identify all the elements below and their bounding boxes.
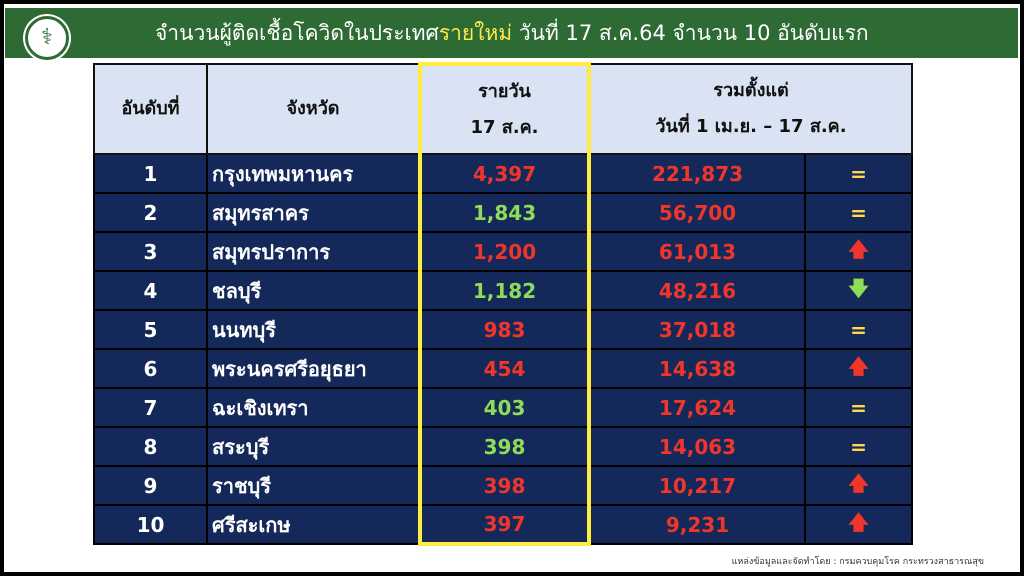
arrow-up-icon: 🡅 [848, 470, 869, 495]
equal-icon: = [850, 317, 867, 342]
rank-cell: 5 [93, 309, 208, 350]
daily-cell: 1,843 [418, 192, 591, 233]
province-cell: สมุทรปราการ [206, 231, 421, 272]
cumulative-cell: 61,013 [588, 231, 806, 272]
daily-cell: 983 [418, 309, 591, 350]
header-cum-label: รวมตั้งแต่ [713, 80, 789, 101]
province-cell: นนทบุรี [206, 309, 421, 350]
arrow-up-icon: 🡅 [848, 353, 869, 378]
equal-icon: = [850, 161, 867, 186]
table-row: 10 ศรีสะเกษ 397 9,231 🡅 [93, 504, 913, 546]
header-rank: อันดับที่ [93, 63, 208, 155]
table-row: 2 สมุทรสาคร 1,843 56,700 = [93, 192, 913, 233]
header-cumulative: รวมตั้งแต่วันที่ 1 เม.ย. – 17 ส.ค. [588, 63, 913, 155]
province-cell: ราชบุรี [206, 465, 421, 506]
cumulative-cell: 37,018 [588, 309, 806, 350]
source-note: แหล่งข้อมูลและจัดทำโดย : กรมควบคุมโรค กร… [731, 557, 984, 567]
trend-cell: 🡅 [804, 348, 913, 389]
table-row: 5 นนทบุรี 983 37,018 = [93, 309, 913, 350]
cumulative-cell: 14,638 [588, 348, 806, 389]
cumulative-cell: 10,217 [588, 465, 806, 506]
trend-cell: = [804, 387, 913, 428]
header-daily: รายวัน 17 ส.ค. [418, 62, 591, 155]
cumulative-cell: 9,231 [588, 504, 806, 545]
province-cell: ศรีสะเกษ [206, 504, 421, 545]
daily-cell: 398 [418, 426, 591, 467]
rank-cell: 7 [93, 387, 208, 428]
arrow-down-icon: 🡇 [848, 275, 869, 300]
table-row: 9 ราชบุรี 398 10,217 🡅 [93, 465, 913, 506]
province-cell: ชลบุรี [206, 270, 421, 311]
daily-cell: 398 [418, 465, 591, 506]
trend-cell: = [804, 192, 913, 233]
rank-cell: 10 [93, 504, 208, 545]
table-row: 6 พระนครศรีอยุธยา 454 14,638 🡅 [93, 348, 913, 389]
cumulative-cell: 17,624 [588, 387, 806, 428]
cumulative-cell: 48,216 [588, 270, 806, 311]
rank-cell: 8 [93, 426, 208, 467]
rank-cell: 6 [93, 348, 208, 389]
header-daily-date: 17 ส.ค. [470, 116, 539, 138]
table-row: 1 กรุงเทพมหานคร 4,397 221,873 = [93, 153, 913, 194]
province-cell: พระนครศรีอยุธยา [206, 348, 421, 389]
rank-cell: 9 [93, 465, 208, 506]
header-cum-range: วันที่ 1 เม.ย. – 17 ส.ค. [655, 116, 847, 137]
arrow-up-icon: 🡅 [848, 509, 869, 534]
ranking-table: อันดับที่ จังหวัด รายวัน 17 ส.ค. รวมตั้งแ… [93, 62, 913, 546]
table-row: 4 ชลบุรี 1,182 48,216 🡇 [93, 270, 913, 311]
title-text-end: วันที่ 17 ส.ค.64 จำนวน 10 อันดับแรก [512, 21, 869, 45]
header-province: จังหวัด [206, 63, 421, 155]
province-cell: ฉะเชิงเทรา [206, 387, 421, 428]
title-text: จำนวนผู้ติดเชื้อโควิดในประเทศ [155, 21, 439, 45]
province-cell: กรุงเทพมหานคร [206, 153, 421, 194]
cumulative-cell: 56,700 [588, 192, 806, 233]
trend-cell: 🡅 [804, 504, 913, 545]
rank-cell: 1 [93, 153, 208, 194]
daily-cell: 403 [418, 387, 591, 428]
daily-cell: 454 [418, 348, 591, 389]
daily-cell: 1,200 [418, 231, 591, 272]
equal-icon: = [850, 200, 867, 225]
rank-cell: 2 [93, 192, 208, 233]
cumulative-cell: 14,063 [588, 426, 806, 467]
trend-cell: = [804, 309, 913, 350]
equal-icon: = [850, 434, 867, 459]
equal-icon: = [850, 395, 867, 420]
title-bar: ⚕ จำนวนผู้ติดเชื้อโควิดในประเทศรายใหม่ ว… [5, 8, 1018, 60]
ministry-logo: ⚕ [25, 16, 69, 60]
trend-cell: 🡇 [804, 270, 913, 311]
table-row: 3 สมุทรปราการ 1,200 61,013 🡅 [93, 231, 913, 272]
cumulative-cell: 221,873 [588, 153, 806, 194]
arrow-up-icon: 🡅 [848, 236, 869, 261]
province-cell: สมุทรสาคร [206, 192, 421, 233]
title-highlight: รายใหม่ [438, 21, 513, 45]
daily-cell: 4,397 [418, 153, 591, 194]
trend-cell: = [804, 426, 913, 467]
table-row: 7 ฉะเชิงเทรา 403 17,624 = [93, 387, 913, 428]
rank-cell: 4 [93, 270, 208, 311]
province-cell: สระบุรี [206, 426, 421, 467]
trend-cell: 🡅 [804, 231, 913, 272]
trend-cell: = [804, 153, 913, 194]
daily-cell: 397 [418, 504, 591, 546]
daily-cell: 1,182 [418, 270, 591, 311]
trend-cell: 🡅 [804, 465, 913, 506]
header-daily-label: รายวัน [478, 80, 531, 102]
table-row: 8 สระบุรี 398 14,063 = [93, 426, 913, 467]
rank-cell: 3 [93, 231, 208, 272]
